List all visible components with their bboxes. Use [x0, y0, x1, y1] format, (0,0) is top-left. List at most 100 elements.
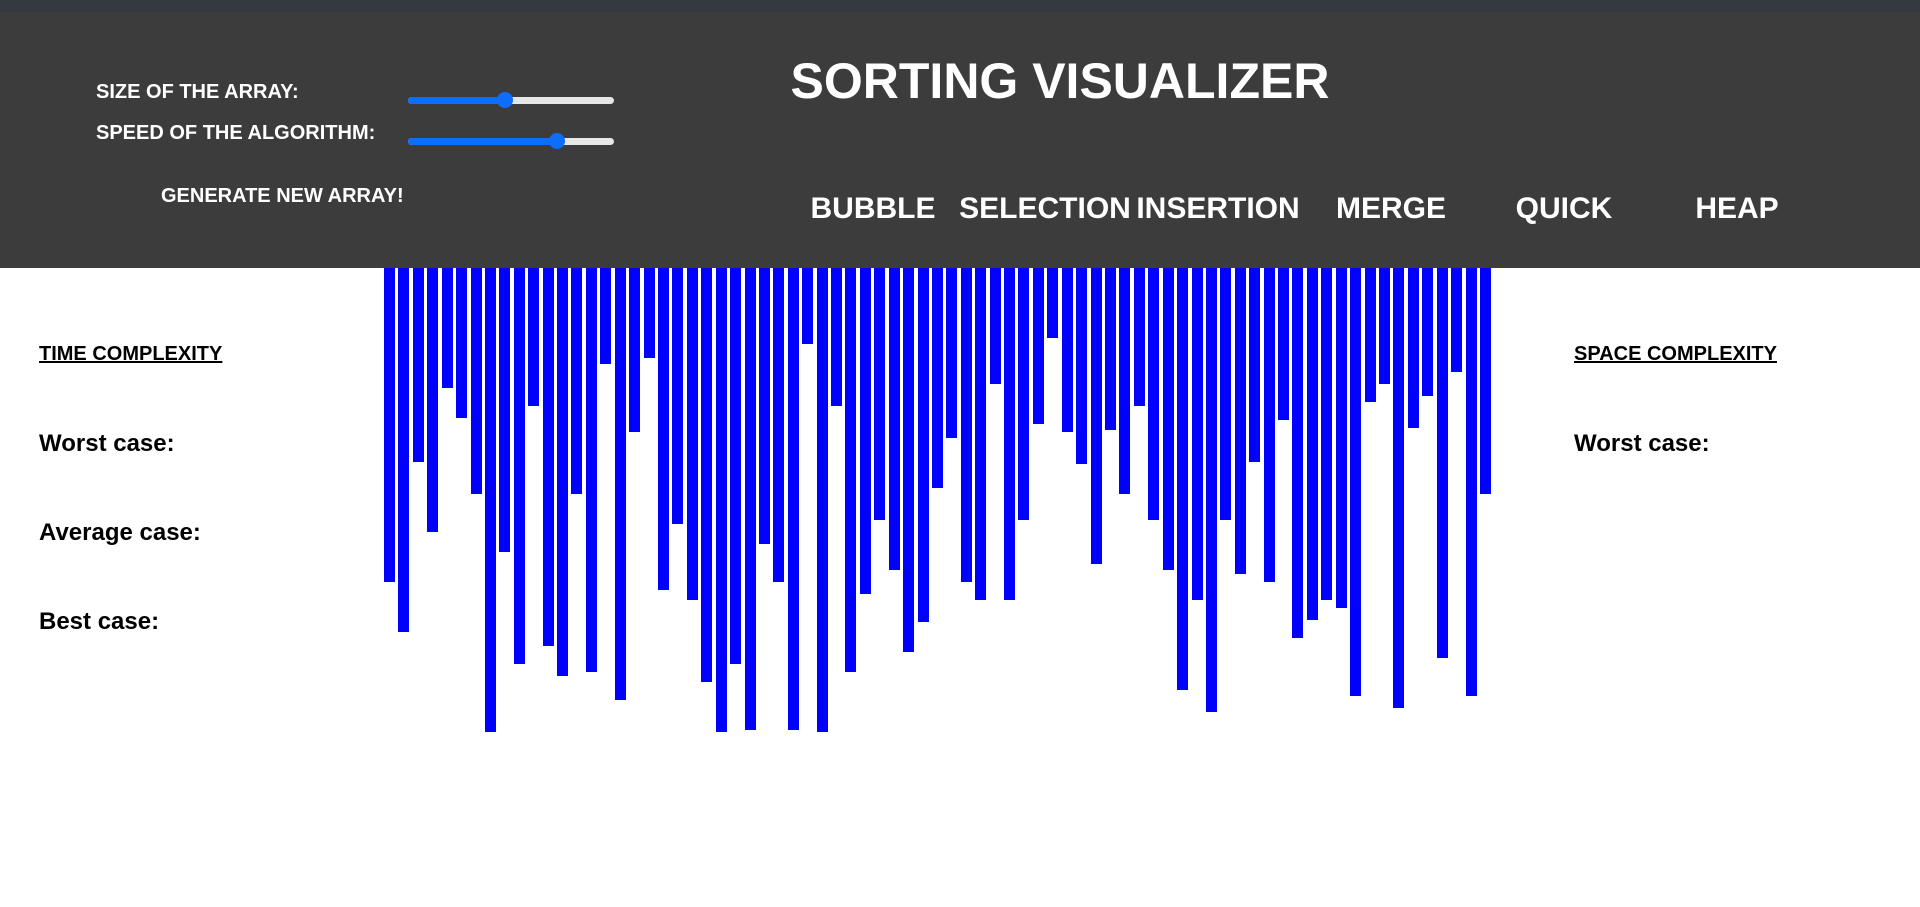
array-bar	[1336, 268, 1347, 608]
array-bar	[701, 268, 712, 682]
selection-sort-button[interactable]: SELECTION	[959, 192, 1131, 225]
array-bar	[687, 268, 698, 600]
array-bar	[1365, 268, 1376, 402]
array-bar	[499, 268, 510, 552]
array-bar	[1163, 268, 1174, 570]
array-bar	[1466, 268, 1477, 696]
array-bar	[1278, 268, 1289, 420]
array-bar	[903, 268, 914, 652]
array-bar	[1292, 268, 1303, 638]
array-bar	[600, 268, 611, 364]
time-best-case-label: Best case:	[39, 608, 160, 635]
array-bar	[672, 268, 683, 524]
array-bar	[1206, 268, 1217, 712]
array-bar	[413, 268, 424, 462]
array-bar	[745, 268, 756, 730]
array-bar	[1350, 268, 1361, 696]
slider-fill	[408, 138, 557, 145]
slider-fill	[408, 97, 506, 104]
array-bar	[644, 268, 655, 358]
array-bar	[1192, 268, 1203, 600]
space-worst-case-label: Worst case:	[1574, 430, 1710, 457]
array-bar	[514, 268, 525, 664]
array-bar	[1220, 268, 1231, 520]
array-bar	[961, 268, 972, 582]
array-bar	[1047, 268, 1058, 338]
array-bar	[716, 268, 727, 732]
array-bar	[615, 268, 626, 700]
array-bar	[773, 268, 784, 582]
array-bar	[1148, 268, 1159, 520]
array-bar	[586, 268, 597, 672]
array-bar	[456, 268, 467, 418]
page-title: SORTING VISUALIZER	[790, 53, 1330, 109]
array-bar	[485, 268, 496, 732]
quick-sort-button[interactable]: QUICK	[1515, 192, 1613, 225]
header-bar: SIZE OF THE ARRAY: SPEED OF THE ALGORITH…	[0, 12, 1920, 268]
speed-label: SPEED OF THE ALGORITHM:	[96, 122, 376, 144]
array-bar	[1018, 268, 1029, 520]
browser-top-strip	[0, 0, 1920, 12]
array-bar	[471, 268, 482, 494]
bubble-sort-button[interactable]: BUBBLE	[810, 192, 936, 225]
generate-new-array-button[interactable]: GENERATE NEW ARRAY!	[161, 185, 404, 207]
array-bar	[1249, 268, 1260, 462]
array-bar	[817, 268, 828, 732]
array-size-slider[interactable]	[408, 92, 614, 108]
array-bar	[1177, 268, 1188, 690]
array-bar	[658, 268, 669, 590]
array-bar	[1119, 268, 1130, 494]
array-bar	[384, 268, 395, 582]
array-bar	[629, 268, 640, 432]
array-bar	[1235, 268, 1246, 574]
time-complexity-heading: TIME COMPLEXITY	[39, 343, 223, 365]
array-bar	[1379, 268, 1390, 384]
array-bar	[571, 268, 582, 494]
array-bar	[1307, 268, 1318, 620]
array-bar	[1091, 268, 1102, 564]
array-bar	[918, 268, 929, 622]
array-bar	[1105, 268, 1116, 430]
array-bar	[845, 268, 856, 672]
array-bar	[1321, 268, 1332, 600]
time-worst-case-label: Worst case:	[39, 430, 175, 457]
array-bar	[1004, 268, 1015, 600]
time-average-case-label: Average case:	[39, 519, 201, 546]
array-bar	[730, 268, 741, 664]
heap-sort-button[interactable]: HEAP	[1695, 192, 1779, 225]
array-bar	[802, 268, 813, 344]
array-bar	[946, 268, 957, 438]
array-bar	[990, 268, 1001, 384]
merge-sort-button[interactable]: MERGE	[1335, 192, 1446, 225]
array-bars	[384, 268, 1536, 738]
array-bar	[889, 268, 900, 570]
array-bar	[1134, 268, 1145, 406]
algorithm-speed-slider[interactable]	[408, 133, 614, 149]
array-bar	[788, 268, 799, 730]
array-bar	[975, 268, 986, 600]
array-bar	[1076, 268, 1087, 464]
array-bar	[860, 268, 871, 594]
size-label: SIZE OF THE ARRAY:	[96, 81, 299, 103]
array-bar	[1480, 268, 1491, 494]
array-bar	[874, 268, 885, 520]
space-complexity-heading: SPACE COMPLEXITY	[1574, 343, 1777, 365]
array-bar	[557, 268, 568, 676]
array-bar	[528, 268, 539, 406]
array-bar	[831, 268, 842, 406]
array-bar	[1437, 268, 1448, 658]
array-bar	[427, 268, 438, 532]
insertion-sort-button[interactable]: INSERTION	[1136, 192, 1300, 225]
slider-thumb[interactable]	[548, 133, 565, 149]
array-bar	[398, 268, 409, 632]
array-bar	[1393, 268, 1404, 708]
array-bar	[1062, 268, 1073, 432]
array-bar	[1451, 268, 1462, 372]
array-bar	[759, 268, 770, 544]
array-bar	[1408, 268, 1419, 428]
array-bar	[932, 268, 943, 488]
array-bar	[1264, 268, 1275, 582]
array-bar	[1422, 268, 1433, 396]
array-bar	[442, 268, 453, 388]
slider-thumb[interactable]	[497, 92, 514, 108]
